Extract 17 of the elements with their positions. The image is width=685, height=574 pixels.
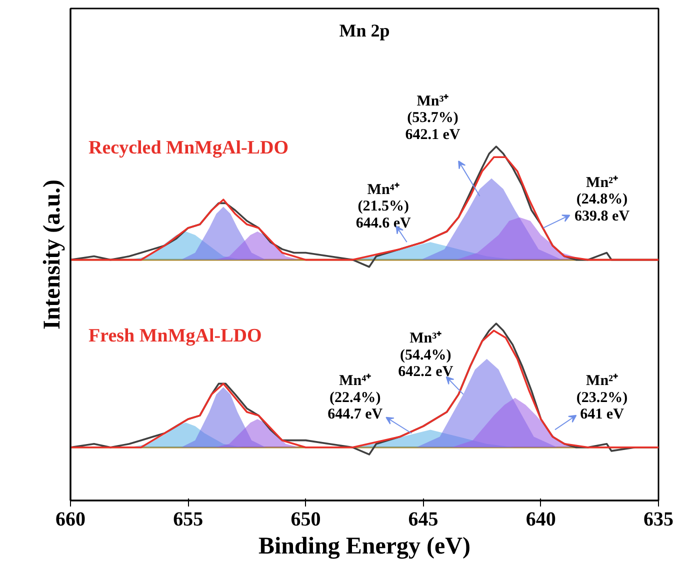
- x-tick-label: 660: [56, 508, 86, 530]
- annotation: Mn⁴⁺ (22.4%) 644.7 eV: [328, 373, 383, 423]
- annotation: Mn²⁺ (24.8%) 639.8 eV: [574, 174, 630, 224]
- chart-title: Mn 2p: [339, 20, 390, 40]
- x-tick-label: 640: [526, 508, 556, 530]
- annotation: Mn⁴⁺ (21.5%) 644.6 eV: [356, 182, 411, 232]
- x-axis-title: Binding Energy (eV): [258, 534, 471, 560]
- annotation: Recycled MnMgAl-LDO: [88, 138, 288, 158]
- annotation: Mn²⁺ (23.2%) 641 eV: [576, 373, 628, 423]
- annotation: Fresh MnMgAl-LDO: [88, 326, 262, 346]
- x-tick-label: 635: [644, 508, 674, 530]
- x-tick-label: 645: [408, 508, 438, 530]
- x-tick-label: 655: [173, 508, 204, 530]
- y-axis-title: Intensity (a.u.): [40, 179, 66, 330]
- annotation: Mn³⁺ (53.7%) 642.1 eV: [405, 93, 460, 144]
- annotation: Mn³⁺ (54.4%) 642.2 eV: [398, 330, 454, 380]
- x-tick-label: 650: [290, 508, 321, 530]
